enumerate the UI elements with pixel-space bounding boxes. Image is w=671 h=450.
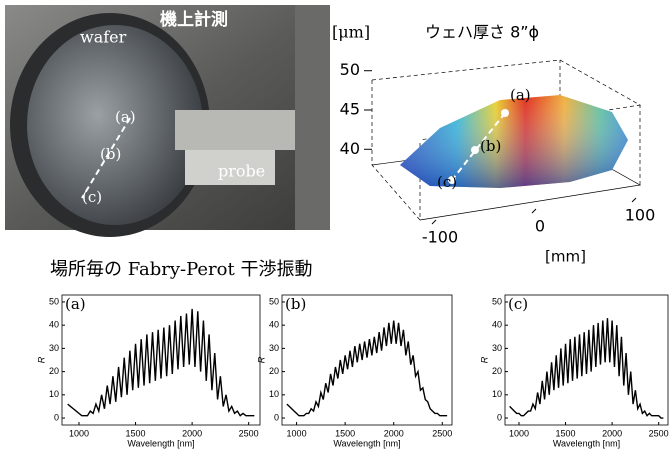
- x-tick-label: 1000: [69, 428, 89, 438]
- plot-frame: [61, 294, 261, 426]
- z-tick-label: 40: [340, 139, 360, 158]
- y-tick-label: 50: [492, 296, 502, 306]
- x-tick-label: 2000: [182, 428, 202, 438]
- x-tick-label: 2000: [602, 428, 622, 438]
- y-tick-label: 40: [492, 320, 502, 330]
- x-tick-label: 100: [625, 206, 656, 225]
- x-tick-label: 1500: [556, 428, 576, 438]
- y-tick-label: 10: [269, 389, 279, 399]
- y-tick-label: 20: [492, 366, 502, 376]
- surface-plot: [371, 59, 642, 221]
- z-tick-label: 50: [340, 60, 360, 79]
- x-tick-label: -100: [422, 228, 458, 247]
- y-tick-label: 30: [492, 343, 502, 353]
- x-tick-label: 2500: [649, 428, 669, 438]
- y-tick-label: 20: [49, 366, 59, 376]
- photo-point-label: (b): [100, 145, 121, 163]
- x-tick: [431, 219, 437, 225]
- photo-caption: 機上計測: [160, 9, 228, 30]
- x-tick-label: 1000: [287, 428, 307, 438]
- photo-point-label: (c): [82, 188, 102, 206]
- x-tick-label: 2500: [432, 428, 452, 438]
- spectrum-line: [286, 320, 448, 417]
- y-tick-label: 30: [269, 343, 279, 353]
- x-tick-label: 0: [535, 217, 545, 236]
- photo-point-label: (a): [115, 108, 136, 126]
- plot-frame: [504, 294, 669, 426]
- x-tick-label: 2500: [239, 428, 259, 438]
- chart-title: (c): [508, 295, 528, 313]
- heading: 場所毎の Fabry-Perot 干渉振動: [50, 259, 312, 280]
- surface-point-label: (c): [437, 173, 457, 191]
- y-tick-label: 40: [49, 320, 59, 330]
- x-axis-label: Wavelength [nm]: [127, 438, 194, 448]
- y-axis-label: R: [256, 356, 266, 363]
- y-tick-label: 20: [269, 366, 279, 376]
- y-axis-label: R: [479, 356, 489, 363]
- y-tick-label: 50: [49, 296, 59, 306]
- surface-point-label: (b): [480, 137, 501, 155]
- y-tick-label: 0: [274, 412, 279, 422]
- x-axis-label: Wavelength [nm]: [553, 438, 620, 448]
- surface-title: ウェハ厚さ 8”ϕ: [425, 23, 539, 42]
- spectrum-line: [509, 318, 664, 419]
- x-tick: [531, 208, 537, 214]
- y-tick-label: 50: [269, 296, 279, 306]
- chart-title: (b): [285, 295, 306, 313]
- y-tick-label: 10: [492, 389, 502, 399]
- chart-title: (a): [65, 295, 86, 313]
- photo: [5, 5, 330, 237]
- z-tick-label: 45: [340, 100, 360, 119]
- y-tick-label: 0: [54, 412, 59, 422]
- z-unit: [μm]: [332, 23, 370, 42]
- x-tick-label: 1000: [509, 428, 529, 438]
- surface-point-label: (a): [510, 86, 531, 104]
- x-tick: [631, 197, 637, 203]
- y-tick-label: 10: [49, 389, 59, 399]
- photo-label: wafer: [80, 28, 127, 47]
- x-tick-label: 1500: [126, 428, 146, 438]
- y-axis-label: R: [36, 356, 46, 363]
- y-tick-label: 0: [497, 412, 502, 422]
- x-tick-label: 1500: [335, 428, 355, 438]
- plot-frame: [281, 294, 453, 426]
- y-tick-label: 30: [49, 343, 59, 353]
- y-tick-label: 40: [269, 320, 279, 330]
- spectrum-line: [67, 308, 255, 417]
- photo-label: probe: [218, 162, 265, 181]
- x-axis-label: Wavelength [nm]: [333, 438, 400, 448]
- x-label: [mm]: [545, 248, 586, 266]
- x-tick-label: 2000: [384, 428, 404, 438]
